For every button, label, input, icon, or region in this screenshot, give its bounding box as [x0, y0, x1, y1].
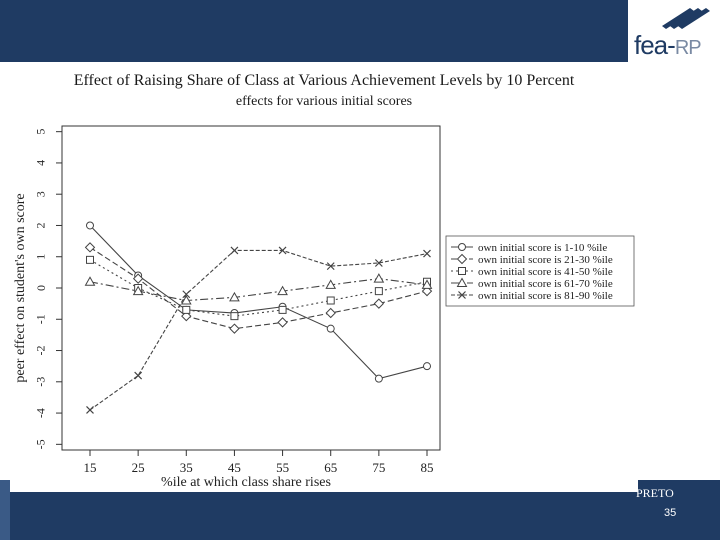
footer-accent [0, 480, 10, 540]
data-point-s1 [326, 324, 335, 333]
data-point-s4 [277, 285, 288, 296]
series-line-4 [89, 278, 428, 302]
legend-entry-5: own initial score is 81-90 %ile [478, 290, 613, 302]
series-line-1 [89, 225, 428, 380]
data-point-s2 [373, 298, 385, 309]
x-tick-label: 85 [421, 460, 434, 475]
x-tick-label: 35 [180, 460, 193, 475]
data-point-s2 [132, 273, 144, 284]
data-point-s5 [182, 290, 191, 299]
x-tick-label: 25 [132, 460, 145, 475]
y-tick-label: -2 [34, 346, 48, 356]
series-line-2 [89, 246, 428, 330]
data-point-s4 [180, 294, 192, 305]
header-bar [0, 0, 628, 62]
data-point-s5 [374, 259, 383, 267]
data-point-s4 [421, 279, 433, 289]
legend-marker-5 [458, 291, 466, 299]
x-tick-label: 55 [276, 460, 289, 475]
fea-rp-logo: fea-RP [628, 0, 720, 62]
data-point-s4 [325, 279, 337, 289]
y-tick-label: -3 [34, 377, 48, 387]
y-tick-label: 3 [34, 191, 48, 197]
y-tick-label: 0 [34, 285, 48, 291]
data-point-s2 [325, 307, 336, 319]
x-tick-label: 75 [372, 460, 385, 475]
logo-text: fea-RP [634, 30, 702, 60]
y-tick-label: -5 [34, 439, 48, 449]
x-tick-label: 15 [84, 460, 97, 475]
data-point-s3 [230, 312, 239, 321]
data-point-s3 [278, 305, 287, 314]
data-point-s4 [84, 276, 96, 286]
footer-text: PRETO [636, 486, 674, 500]
legend-marker-3 [458, 267, 466, 275]
data-point-s4 [229, 291, 240, 302]
y-axis-label: peer effect on student's own score [13, 193, 28, 382]
y-tick-label: 2 [34, 222, 48, 228]
logo-stripes-icon [662, 8, 710, 29]
data-point-s3 [326, 296, 335, 305]
data-point-s2 [181, 310, 192, 322]
data-point-s5 [278, 246, 287, 255]
x-axis-label: %ile at which class share rises [161, 475, 331, 490]
data-point-s2 [421, 285, 433, 297]
data-point-s2 [229, 323, 240, 334]
legend-entry-4: own initial score is 61-70 %ile [478, 278, 613, 290]
y-tick-label: 4 [34, 160, 48, 166]
y-tick-label: 5 [34, 129, 48, 135]
data-point-s5 [86, 406, 94, 414]
y-tick-label: -4 [34, 408, 48, 418]
legend-entry-2: own initial score is 21-30 %ile [478, 254, 613, 266]
chart-title: Effect of Raising Share of Class at Vari… [73, 72, 575, 89]
data-point-s1 [86, 221, 94, 230]
data-point-s3 [182, 305, 191, 314]
x-tick-label: 65 [324, 460, 337, 475]
series-line-5 [89, 249, 428, 411]
data-point-s5 [230, 246, 239, 255]
y-tick-label: -1 [34, 314, 48, 324]
y-tick-label: 1 [34, 254, 48, 260]
plot-frame [61, 125, 441, 451]
legend-marker-1 [458, 243, 466, 251]
data-point-s5 [134, 371, 143, 380]
data-point-s3 [374, 287, 383, 296]
legend-marker-4 [456, 277, 468, 287]
data-point-s4 [373, 273, 385, 283]
legend-entry-3: own initial score is 41-50 %ile [478, 266, 613, 278]
legend-box [445, 235, 635, 307]
data-point-s2 [84, 242, 96, 253]
series-line-3 [89, 259, 428, 317]
x-tick-label: 45 [228, 460, 241, 475]
chart-figure: Effect of Raising Share of Class at Vari… [10, 62, 638, 492]
data-point-s1 [423, 362, 431, 371]
chart-subtitle: effects for various initial scores [235, 94, 413, 109]
data-point-s3 [86, 255, 94, 264]
data-point-s5 [423, 249, 431, 258]
data-point-s1 [374, 374, 383, 383]
data-point-s4 [132, 285, 144, 296]
legend-marker-2 [456, 253, 468, 265]
data-point-s2 [277, 317, 288, 328]
data-point-s5 [326, 262, 335, 271]
page-number: 35 [664, 507, 677, 519]
legend-entry-1: own initial score is 1-10 %ile [478, 242, 607, 254]
